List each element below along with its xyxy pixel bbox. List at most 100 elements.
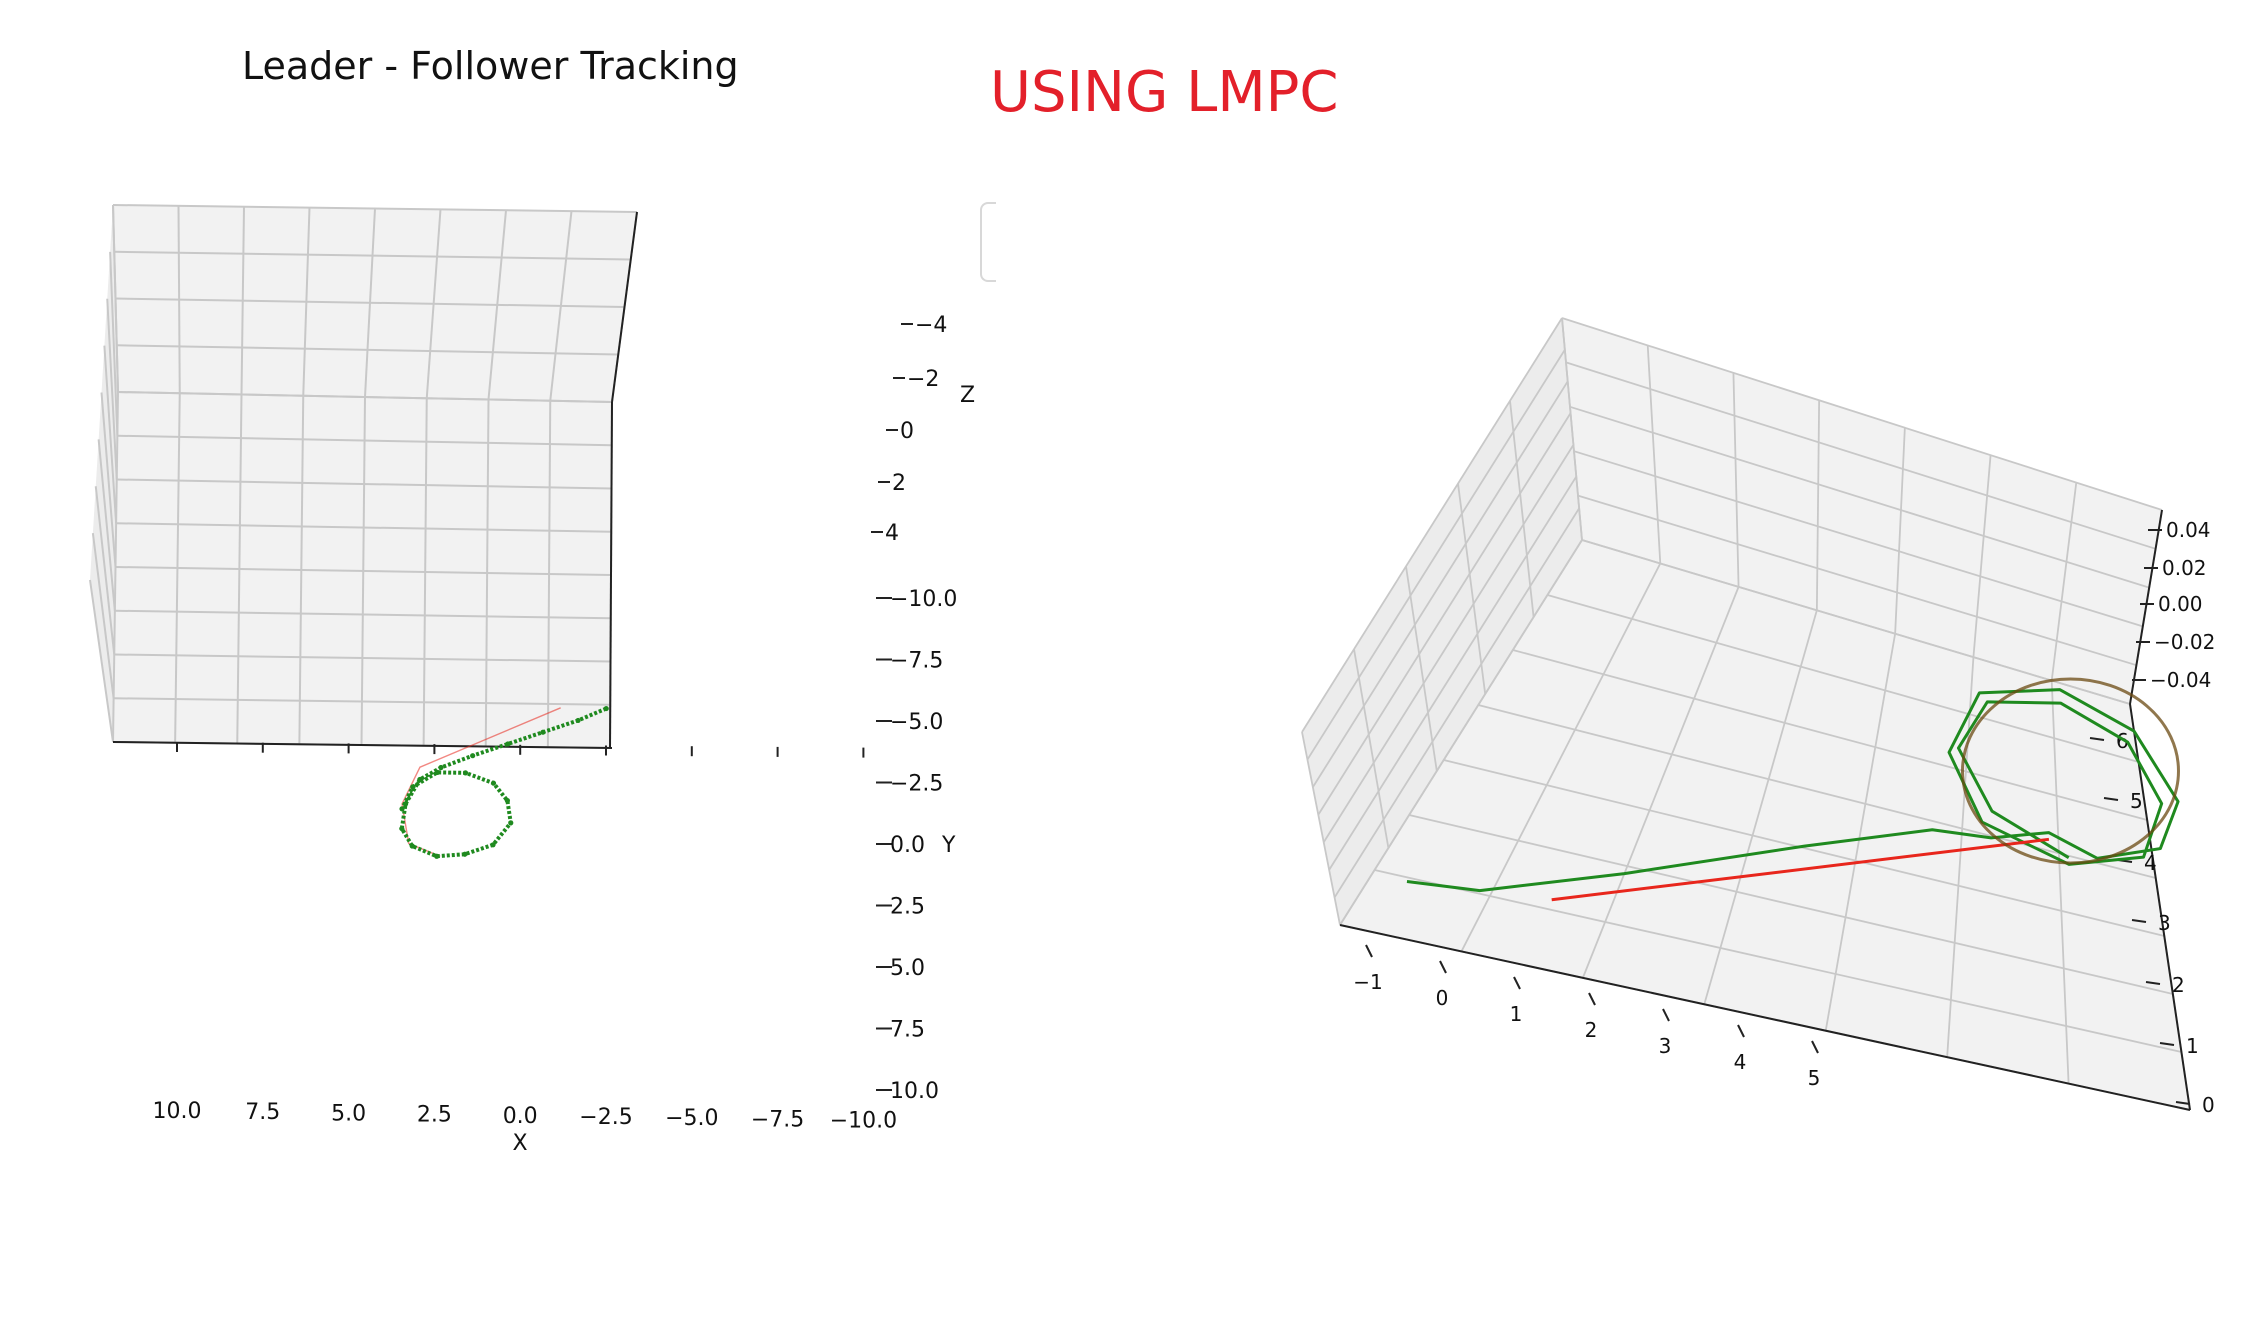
right-3d-plot: −1 0 1 2 3 4 5 0 1 2 3 4 5 6 0.04 0.02 0.00 −0.02 −0.04 <box>1301 317 2215 1117</box>
y-tick-label: 0.0 <box>890 833 925 858</box>
y-tick-label: −5.0 <box>890 710 943 735</box>
back-grid-z <box>1561 317 2163 511</box>
follower-point <box>417 776 423 783</box>
x-tick-label: −2.5 <box>579 1105 632 1130</box>
floor-grid <box>1703 610 1818 1005</box>
side-pane <box>90 205 118 742</box>
floor-grid <box>1512 649 2148 821</box>
back-grid <box>1972 455 1992 658</box>
floor-grid-y <box>114 653 611 663</box>
x-tick-label: 7.5 <box>245 1100 280 1125</box>
left-grid <box>1317 412 1572 816</box>
left-grid <box>1306 349 1566 761</box>
y-tick <box>2089 737 2105 741</box>
follower-point <box>575 717 581 724</box>
z-tick-label: 2 <box>892 471 906 496</box>
y-tick-label: −7.5 <box>890 649 943 674</box>
y-axis-label: Y <box>941 833 956 858</box>
back-grid-z <box>1577 494 2137 667</box>
z-axis-line <box>2129 509 2163 705</box>
x-axis-line <box>112 741 613 749</box>
floor-grid <box>1374 869 2182 1053</box>
x-tick <box>1365 944 1373 958</box>
x-tick <box>1737 1024 1745 1038</box>
side-grid <box>91 533 115 699</box>
back-grid-z <box>115 297 625 308</box>
back-grid-z <box>117 391 613 403</box>
z-tick-label: 0 <box>900 419 914 444</box>
x-tick <box>1513 976 1521 990</box>
follower-point <box>399 825 405 832</box>
follower-point <box>434 769 441 776</box>
y-tick-label: 2 <box>2172 973 2185 997</box>
y-tick-label: 6 <box>2116 729 2129 753</box>
back-grid <box>1815 400 1821 611</box>
x-tick-label: −10.0 <box>830 1109 897 1134</box>
floor-grid <box>1443 759 2165 937</box>
z-axis-line <box>611 211 638 403</box>
follower-point <box>490 780 497 786</box>
left-grid <box>1328 476 1578 871</box>
x-tick-label: 0 <box>1436 986 1449 1010</box>
floor-grid <box>1582 586 1740 979</box>
side-grid <box>94 486 116 655</box>
side-grid <box>106 298 118 480</box>
follower-point <box>462 770 469 776</box>
side-grid <box>97 439 116 611</box>
right-chart-title: USING LMPC <box>990 60 1339 125</box>
side-grid <box>103 345 118 524</box>
follower-point <box>508 820 514 826</box>
y-tick-label: 0 <box>2202 1093 2215 1117</box>
y-tick-label: 5 <box>2130 789 2143 813</box>
follower-point <box>438 764 444 771</box>
x-tick-label: 10.0 <box>153 1099 202 1124</box>
y-axis-line <box>609 401 613 749</box>
y-axis-line <box>2129 703 2191 1111</box>
back-grid <box>1732 372 1740 587</box>
y-tick-label: 7.5 <box>890 1018 925 1043</box>
floor-grid <box>2050 680 2070 1084</box>
x-tick-label: 0.0 <box>503 1104 538 1129</box>
y-tick-label: −10.0 <box>890 587 957 612</box>
back-grid <box>1894 427 1906 634</box>
y-tick-label: 5.0 <box>890 956 925 981</box>
left-grid <box>1339 539 1583 926</box>
x-tick-label: 5.0 <box>331 1101 366 1126</box>
x-axis-label: X <box>512 1131 527 1156</box>
left-grid <box>1312 380 1569 788</box>
back-grid-z <box>114 250 631 261</box>
y-tick-label: 10.0 <box>890 1079 939 1104</box>
follower-line <box>399 706 607 859</box>
floor-grid-y <box>113 697 611 706</box>
floor-grid <box>1408 814 2174 995</box>
left-grid <box>1322 444 1575 843</box>
x-tick <box>1811 1040 1819 1054</box>
follower-point <box>410 784 416 790</box>
follower-point <box>409 843 415 849</box>
follower-point <box>490 842 496 848</box>
floor-grid-y <box>115 566 612 576</box>
left-3d-plot: 10.0 7.5 5.0 2.5 0.0 −2.5 −5.0 −7.5 −10.0 −10.0 −7… <box>89 204 975 1156</box>
y-tick <box>2145 981 2161 985</box>
back-grid-z <box>112 204 638 213</box>
left-grid <box>1333 507 1580 898</box>
y-tick-label: 1 <box>2186 1034 2199 1058</box>
follower-point <box>470 753 476 759</box>
follower-point <box>540 729 546 735</box>
z-axis-label: Z <box>960 383 975 408</box>
left-grid-z <box>1509 400 1535 618</box>
left-grid-z <box>1561 317 1583 541</box>
floor-pane <box>1340 540 2190 1110</box>
back-grid <box>1646 345 1662 564</box>
y-tick-label: 2.5 <box>890 895 925 920</box>
floor-grid <box>1824 633 1897 1031</box>
side-grid <box>109 251 119 436</box>
follower-point <box>402 801 409 807</box>
follower-point <box>462 851 468 857</box>
y-tick-label: 4 <box>2144 851 2157 875</box>
y-tick <box>2175 1101 2191 1105</box>
z-tick-label: 0.02 <box>2162 556 2207 580</box>
z-tick-label: 0.00 <box>2158 592 2203 616</box>
